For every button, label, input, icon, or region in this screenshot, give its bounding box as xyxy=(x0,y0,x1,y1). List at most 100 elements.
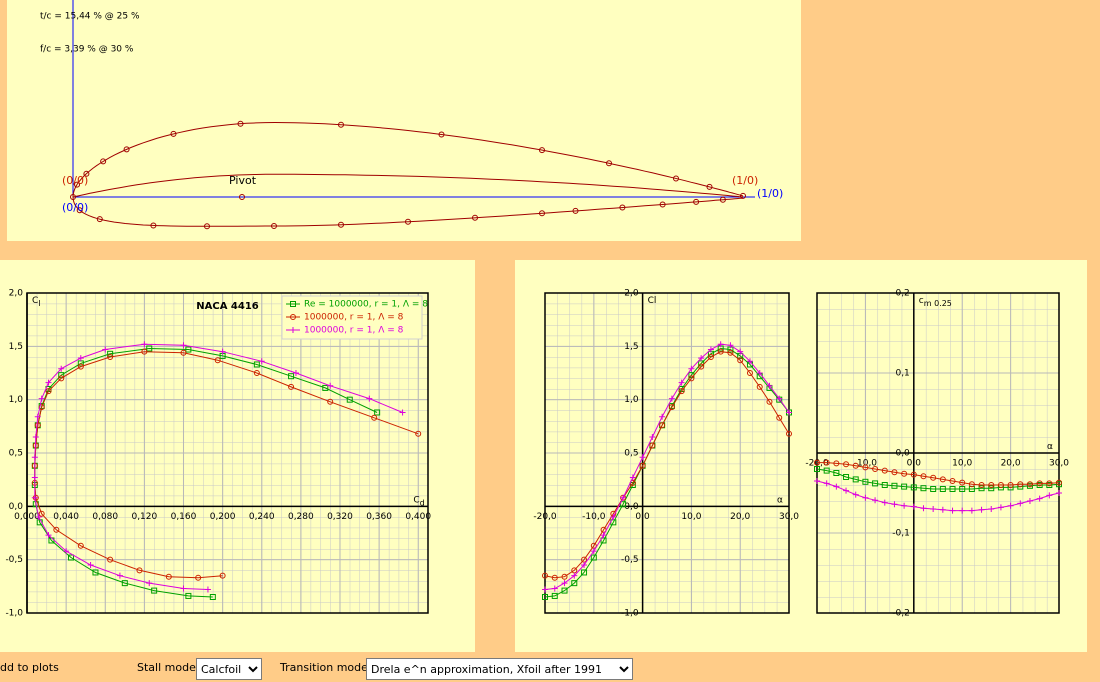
y-tick-label: -0,5 xyxy=(5,555,23,565)
marker xyxy=(833,460,840,467)
marker xyxy=(258,358,265,365)
marker xyxy=(639,454,646,461)
marker xyxy=(949,507,956,514)
marker xyxy=(327,382,334,389)
x-axis-label: α xyxy=(1047,442,1053,452)
marker xyxy=(551,585,558,592)
marker xyxy=(678,379,685,386)
marker xyxy=(997,504,1004,511)
surface-point xyxy=(338,221,344,228)
marker xyxy=(1036,495,1043,502)
stall-model-label: Stall model: xyxy=(137,661,203,674)
camber-line xyxy=(73,173,743,198)
marker xyxy=(38,395,45,402)
marker xyxy=(959,507,966,514)
lower-surface xyxy=(72,196,743,227)
surface-point xyxy=(606,160,612,167)
marker xyxy=(77,363,84,370)
marker xyxy=(823,467,830,474)
marker xyxy=(881,499,888,506)
marker xyxy=(901,483,908,490)
surface-point xyxy=(123,146,130,153)
marker xyxy=(717,348,724,355)
marker xyxy=(814,478,820,484)
marker xyxy=(32,434,39,440)
marker xyxy=(1026,481,1033,488)
marker xyxy=(141,348,148,355)
marker xyxy=(290,301,296,307)
marker xyxy=(766,382,773,389)
marker xyxy=(121,580,128,587)
marker xyxy=(136,567,143,574)
marker xyxy=(698,363,705,370)
marker xyxy=(58,372,65,379)
thickness-label: t/c = 15,44 % @ 25 % xyxy=(40,12,140,22)
marker xyxy=(92,569,99,576)
marker xyxy=(756,370,763,376)
chart-title: NACA 4416 xyxy=(196,301,259,312)
marker xyxy=(910,471,917,478)
marker xyxy=(649,434,656,440)
marker xyxy=(204,586,211,593)
surface-point xyxy=(706,183,713,190)
marker xyxy=(901,470,908,477)
stall-model-select[interactable]: Calcfoil xyxy=(196,658,262,680)
marker xyxy=(959,479,966,486)
y-axis-label-sub: m 0.25 xyxy=(924,299,952,308)
legend-label: Re = 1000000, r = 1, Λ = 8 xyxy=(304,300,428,310)
camber-label: f/c = 3,39 % @ 30 % xyxy=(40,45,134,55)
plot-frame xyxy=(816,292,1060,614)
surface-point xyxy=(271,223,277,230)
marker xyxy=(920,485,927,492)
marker xyxy=(707,354,714,360)
surface-point xyxy=(659,201,666,208)
surface-point xyxy=(673,175,679,182)
marker xyxy=(688,365,695,372)
marker xyxy=(107,556,114,563)
x-tick-label: -10,0 xyxy=(582,512,606,522)
marker xyxy=(968,481,975,488)
upper-surface xyxy=(72,121,743,198)
marker xyxy=(649,442,656,449)
marker xyxy=(891,469,898,476)
surface-point xyxy=(619,204,626,211)
y-axis-label: Cl xyxy=(32,296,41,308)
marker xyxy=(872,480,879,487)
marker xyxy=(253,370,260,376)
y-axis-label-main: Cl xyxy=(648,296,657,306)
marker xyxy=(45,532,52,539)
y-tick-label: 2,0 xyxy=(9,289,24,299)
marker xyxy=(58,365,65,372)
airfoil-panel xyxy=(7,0,801,241)
marker xyxy=(1026,498,1033,504)
marker xyxy=(34,413,41,420)
marker xyxy=(590,548,597,555)
surface-point xyxy=(405,218,411,225)
y-tick-label: 0,0 xyxy=(9,502,24,512)
marker xyxy=(910,503,917,510)
marker xyxy=(68,554,75,561)
add-to-plots-label[interactable]: dd to plots xyxy=(0,661,59,674)
marker xyxy=(620,501,627,508)
x-tick-label: 20,0 xyxy=(730,512,750,522)
x-tick-label: 0,320 xyxy=(327,512,353,522)
marker xyxy=(920,505,927,512)
y-tick-label: 0,5 xyxy=(624,449,638,459)
legend-label: 1000000, r = 1, Λ = 8 xyxy=(304,326,404,336)
marker xyxy=(327,398,334,405)
marker xyxy=(1056,479,1062,486)
transition-model-select[interactable]: Drela e^n approximation, Xfoil after 199… xyxy=(366,658,633,680)
y-tick-label: -1,0 xyxy=(5,609,23,619)
marker xyxy=(374,409,381,416)
marker xyxy=(1056,490,1062,496)
plot-frame xyxy=(544,292,790,614)
marker xyxy=(45,379,52,386)
marker xyxy=(862,494,869,501)
marker xyxy=(35,514,42,520)
marker xyxy=(31,474,38,481)
marker xyxy=(185,592,192,599)
marker xyxy=(288,383,295,390)
marker xyxy=(146,580,153,587)
surface-point xyxy=(438,131,445,138)
marker xyxy=(45,388,52,395)
